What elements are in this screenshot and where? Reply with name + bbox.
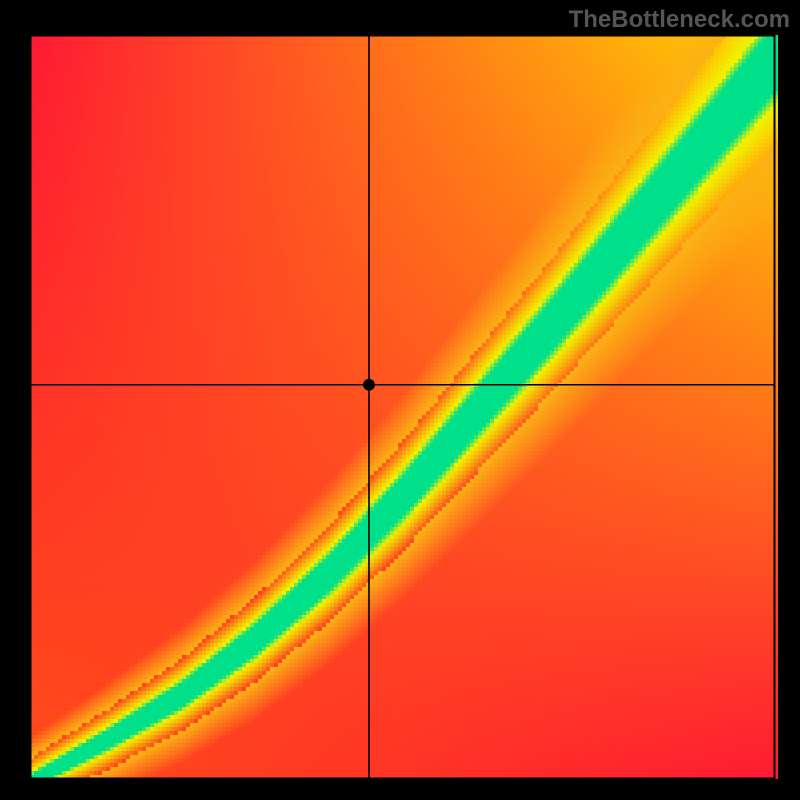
chart-container: TheBottleneck.com	[0, 0, 800, 800]
watermark-text: TheBottleneck.com	[569, 6, 790, 34]
bottleneck-heatmap-canvas	[0, 0, 800, 800]
